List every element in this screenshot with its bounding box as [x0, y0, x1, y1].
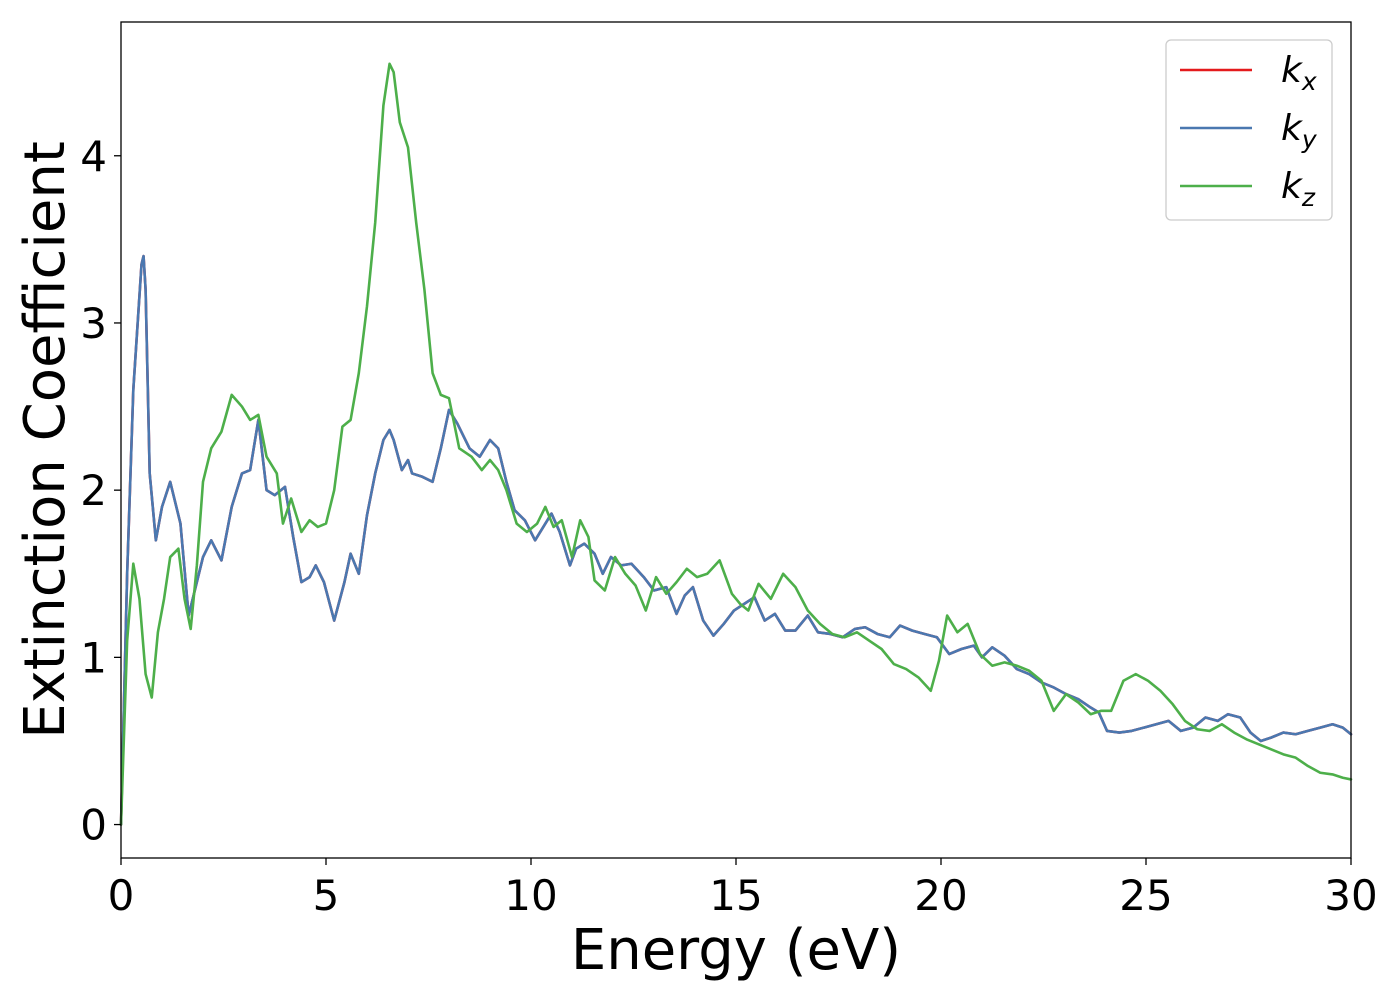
legend-label-base: k — [1281, 166, 1304, 207]
tick-layer: 0 5 10 15 20 25 30 0 1 2 3 4 — [80, 132, 1377, 920]
x-tick-label: 15 — [709, 871, 762, 920]
y-tick-label: 0 — [80, 801, 107, 850]
legend-label-base: k — [1281, 108, 1304, 149]
y-tick-label: 4 — [80, 132, 107, 181]
legend-label-ky: ky — [1281, 108, 1318, 154]
legend-label-kx: kx — [1281, 50, 1317, 96]
legend-label-subscript: x — [1301, 67, 1317, 96]
y-tick-label: 2 — [80, 466, 107, 515]
series-line-ky — [119, 254, 1353, 826]
y-tick-label: 3 — [80, 299, 107, 348]
x-tick-label: 20 — [914, 871, 967, 920]
legend-label-base: k — [1281, 50, 1304, 91]
x-tick-label: 10 — [504, 871, 557, 920]
y-tick-label: 1 — [80, 633, 107, 682]
legend-label-kz: kz — [1281, 166, 1316, 212]
y-axis-title: Extinction Coefficient — [13, 141, 78, 739]
series-line-kz — [119, 62, 1353, 826]
x-tick-label: 30 — [1324, 871, 1377, 920]
legend-box — [1165, 39, 1333, 221]
legend-label-subscript: z — [1301, 183, 1316, 212]
x-axis-title: Energy (eV) — [571, 918, 901, 983]
x-tick-label: 0 — [108, 871, 135, 920]
legend-label-subscript: y — [1301, 125, 1318, 154]
series-layer — [119, 62, 1353, 826]
x-tick-label: 25 — [1119, 871, 1172, 920]
x-tick-label: 5 — [313, 871, 340, 920]
